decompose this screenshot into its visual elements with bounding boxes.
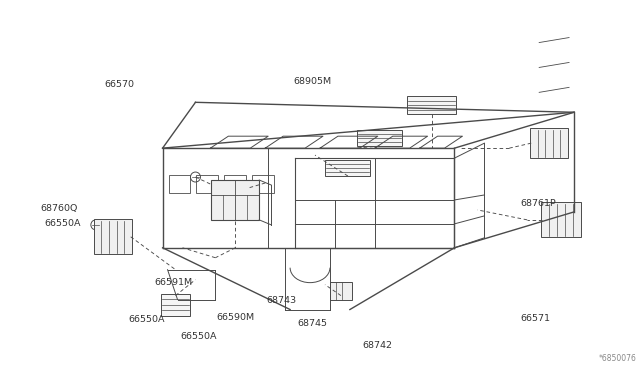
Bar [357,130,402,146]
Bar [168,175,191,193]
Text: 66550A: 66550A [180,331,217,341]
Text: 66571: 66571 [520,314,550,323]
Bar [530,128,568,158]
Text: 66570: 66570 [104,80,134,89]
Bar [330,282,352,299]
Bar [225,175,246,193]
Bar [94,219,132,254]
Text: 68742: 68742 [362,341,392,350]
Bar [196,175,218,193]
Text: 66590M: 66590M [217,313,255,322]
Text: 68905M: 68905M [293,77,332,86]
Text: 68760Q: 68760Q [41,204,78,213]
Bar [326,160,371,176]
Text: 68745: 68745 [298,319,327,328]
Text: 66550A: 66550A [128,315,165,324]
Bar [252,175,274,193]
Bar [161,294,191,315]
Text: 66550A: 66550A [45,219,81,228]
Text: 68761P: 68761P [520,199,556,208]
Text: 66591M: 66591M [154,278,193,287]
Bar [211,180,259,220]
Bar [406,96,456,114]
Text: *6850076: *6850076 [599,355,637,363]
Bar [541,202,581,237]
Text: 68743: 68743 [267,296,297,305]
